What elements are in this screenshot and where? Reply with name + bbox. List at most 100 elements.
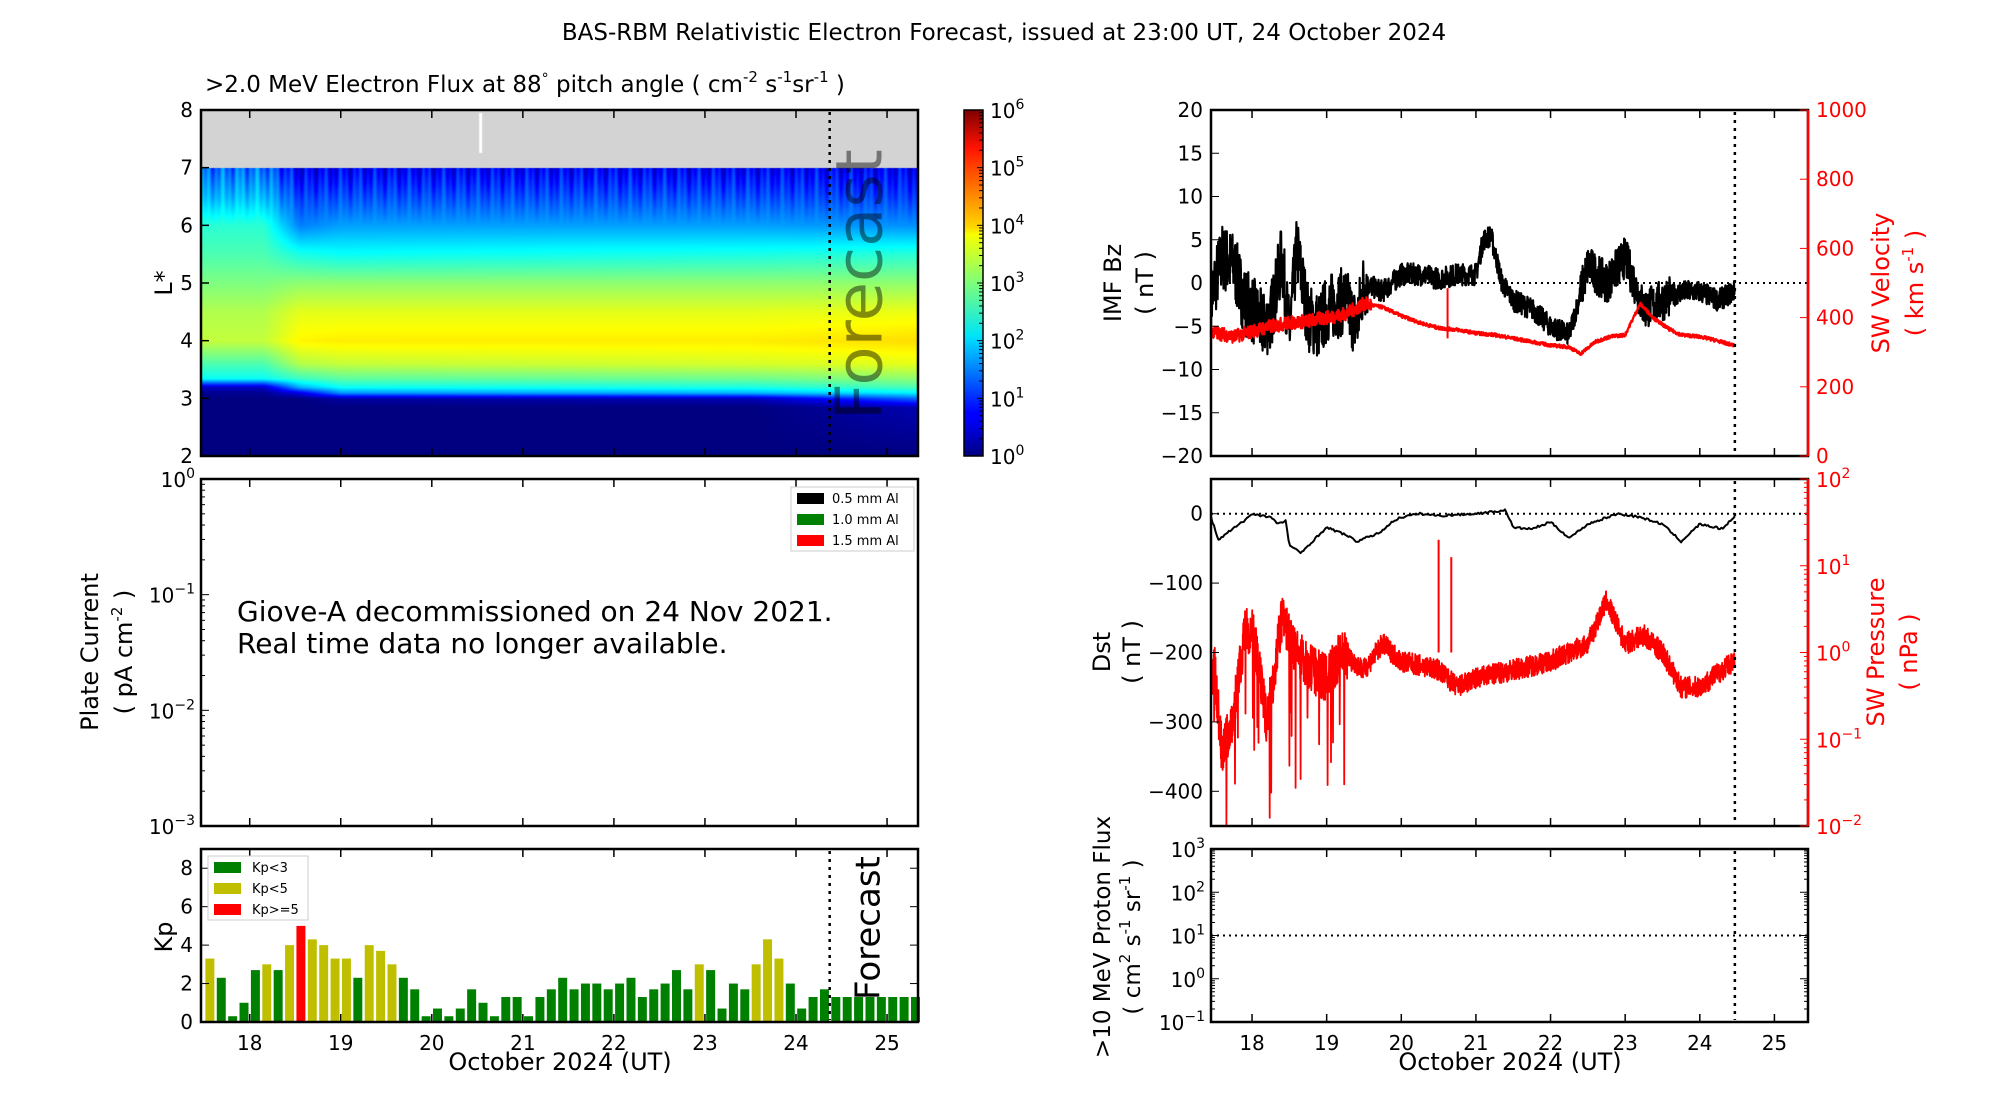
kp-bar <box>444 1016 454 1022</box>
kp-bar <box>683 989 693 1022</box>
legend-swatch-1.0mm <box>797 514 824 525</box>
kp-bar <box>387 964 397 1022</box>
legend-swatch-kp-mid <box>214 883 241 894</box>
kp-bar <box>580 983 590 1022</box>
x-tick-label: 20 <box>419 1031 444 1055</box>
legend-label: 0.5 mm Al <box>832 492 899 507</box>
x-tick-label: 23 <box>1612 1031 1637 1055</box>
kp-bar <box>524 1016 534 1022</box>
kp-bar <box>376 950 386 1022</box>
y-tick-label: 10−3 <box>149 813 195 839</box>
legend-swatch-0.5mm <box>797 493 824 504</box>
kp-bar <box>649 989 659 1022</box>
legend-label: 1.5 mm Al <box>832 534 899 549</box>
plate-legend: 0.5 mm Al 1.0 mm Al 1.5 mm Al <box>790 486 915 552</box>
y-tick-label: −10 <box>1161 358 1203 382</box>
kp-bar <box>250 970 260 1022</box>
kp-bar <box>546 989 556 1022</box>
colorbar-tick-label: 101 <box>990 385 1024 411</box>
kp-bar <box>319 945 329 1022</box>
kp-bar <box>888 997 898 1022</box>
kp-bar <box>307 939 317 1022</box>
y-tick-label: 4 <box>180 933 193 957</box>
forecast-watermark: Forecast <box>824 149 898 420</box>
y-tick-label-right: 1000 <box>1816 98 1867 122</box>
axes-frame <box>199 477 920 828</box>
giove-message-line2: Real time data no longer available. <box>237 627 728 660</box>
proton-ylabel-units: ( cm2 s-1 sr-1 ) <box>1116 859 1146 1014</box>
velocity-ylabel-units: ( km s-1 ) <box>1899 230 1929 336</box>
kp-bar <box>637 997 647 1022</box>
kp-bar <box>592 983 602 1022</box>
y-tick-label: 4 <box>180 329 193 353</box>
bz-line <box>1209 221 1736 357</box>
x-tick-label: 24 <box>783 1031 808 1055</box>
y-tick-label-right: 200 <box>1816 375 1854 399</box>
x-tick-label: 22 <box>601 1031 626 1055</box>
y-tick-label: 101 <box>1171 923 1205 949</box>
kp-bar <box>615 983 625 1022</box>
y-tick-label: −15 <box>1161 401 1203 425</box>
flux-ylabel: L* <box>150 270 178 295</box>
kp-bar <box>239 1002 249 1022</box>
kp-bar <box>808 997 818 1022</box>
flux-title: >2.0 MeV Electron Flux at 88° pitch angl… <box>205 68 845 98</box>
kp-bar <box>364 945 374 1022</box>
y-tick-label: 8 <box>180 856 193 880</box>
y-tick-label: 6 <box>180 895 193 919</box>
colorbar-tick-label: 102 <box>990 328 1024 354</box>
legend-label: Kp<3 <box>252 861 288 876</box>
kp-legend: Kp<3 Kp<5 Kp>=5 <box>207 855 309 921</box>
y-tick-label-right: 101 <box>1816 553 1850 579</box>
dst-ylabel: Dst <box>1088 632 1116 672</box>
y-tick-label: −200 <box>1148 641 1203 665</box>
y-tick-label: 15 <box>1178 141 1203 165</box>
x-tick-label: 19 <box>328 1031 353 1055</box>
y-tick-label: 5 <box>180 271 193 295</box>
kp-bar <box>751 964 761 1022</box>
legend-label: Kp<5 <box>252 882 288 897</box>
kp-bar <box>626 977 636 1022</box>
legend-label: 1.0 mm Al <box>832 513 899 528</box>
y-tick-label: 0 <box>1190 271 1203 295</box>
kp-bar <box>558 977 568 1022</box>
kp-bar <box>660 983 670 1022</box>
plate-ylabel: Plate Current <box>76 573 104 731</box>
colorbar: 100 101 102 103 104 105 106 <box>963 97 1024 469</box>
kp-ylabel: Kp <box>150 922 178 953</box>
kp-bar <box>285 945 295 1022</box>
y-tick-label: 20 <box>1178 98 1203 122</box>
x-tick-label: 25 <box>874 1031 899 1055</box>
kp-bar <box>512 997 522 1022</box>
plate-current-panel: 10−3 10−2 10−1 100 <box>149 466 920 839</box>
kp-bar <box>535 997 545 1022</box>
y-tick-label: 10 <box>1178 185 1203 209</box>
y-tick-label: −300 <box>1148 710 1203 734</box>
giove-message-line1: Giove-A decommissioned on 24 Nov 2021. <box>237 595 833 628</box>
plate-ylabel-units: ( pA cm-2 ) <box>108 590 138 715</box>
kp-bar <box>398 977 408 1022</box>
velocity-ylabel: SW Velocity <box>1867 213 1895 354</box>
x-tick-label: 21 <box>1463 1031 1488 1055</box>
kp-bar <box>694 964 704 1022</box>
y-tick-label-right: 10−2 <box>1816 813 1862 839</box>
legend-swatch-kp-low <box>214 862 241 873</box>
imf-ylabel-units: ( nT ) <box>1131 251 1159 315</box>
y-tick-label-right: 600 <box>1816 236 1854 260</box>
x-axis-label-right: October 2024 (UT) <box>1398 1048 1621 1076</box>
y-tick-label: 10−2 <box>149 697 195 723</box>
y-tick-label-right: 400 <box>1816 306 1854 330</box>
kp-bar <box>842 997 852 1022</box>
kp-bar <box>353 977 363 1022</box>
y-tick-label: −20 <box>1161 444 1203 468</box>
legend-swatch-kp-high <box>214 904 241 915</box>
kp-bar <box>205 958 215 1022</box>
kp-bar <box>717 1008 727 1022</box>
colorbar-tick-label: 106 <box>990 97 1024 123</box>
legend-label: Kp>=5 <box>252 903 299 918</box>
y-tick-label: 7 <box>180 156 193 180</box>
x-tick-label: 24 <box>1687 1031 1712 1055</box>
y-tick-label: 0 <box>1190 502 1203 526</box>
pressure-line <box>1210 590 1736 827</box>
